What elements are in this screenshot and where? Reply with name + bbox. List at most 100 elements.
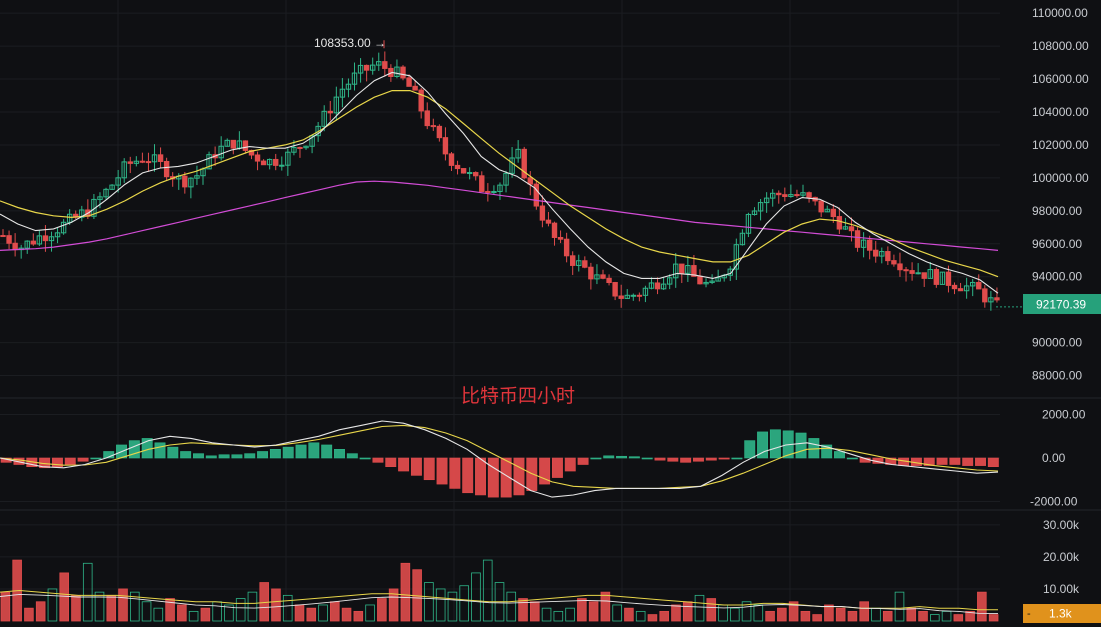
candle-body xyxy=(327,110,333,114)
candle-body xyxy=(642,287,649,296)
candle-body xyxy=(866,239,873,251)
macd-histogram-bar xyxy=(551,457,563,478)
candle-body xyxy=(242,140,249,151)
volume-bar xyxy=(400,562,411,622)
candle-body xyxy=(763,197,770,204)
candle-body xyxy=(521,148,527,179)
macd-histogram-bar xyxy=(654,457,666,461)
candle-body xyxy=(709,280,715,283)
candle-body xyxy=(739,232,746,246)
candle-body xyxy=(703,281,709,285)
macd-panel[interactable] xyxy=(0,420,999,498)
candle-body xyxy=(400,66,406,79)
volume-bar xyxy=(694,594,705,622)
candle-body xyxy=(903,269,909,272)
price-tick-label: 108000.00 xyxy=(1032,39,1089,53)
candle-body xyxy=(563,238,570,257)
volume-bar xyxy=(177,604,187,622)
volume-bar xyxy=(988,614,999,622)
candle-body xyxy=(48,236,55,242)
volume-bar xyxy=(482,559,493,622)
candle-body xyxy=(442,137,449,155)
candle-body xyxy=(503,172,509,186)
ma-mid-line xyxy=(0,90,999,278)
volume-bar xyxy=(906,607,917,622)
volume-bar xyxy=(71,594,81,622)
volume-bar xyxy=(882,610,893,622)
price-panel[interactable] xyxy=(0,40,1023,311)
candle-body xyxy=(297,146,303,149)
macd-histogram-bar xyxy=(962,457,974,466)
candle-body xyxy=(30,240,37,245)
macd-histogram-bar xyxy=(167,446,179,459)
candle-body xyxy=(260,160,267,166)
macd-histogram-bar xyxy=(257,451,269,459)
volume-panel[interactable] xyxy=(0,559,999,622)
candle-body xyxy=(782,194,788,197)
candle-body xyxy=(757,202,764,212)
candle-body xyxy=(539,205,546,221)
macd-histogram-bar xyxy=(398,457,410,472)
volume-bar xyxy=(294,604,305,622)
volume-bar xyxy=(247,591,258,622)
candle-body xyxy=(479,175,485,192)
candle-body xyxy=(339,88,346,98)
macd-histogram-bar xyxy=(51,457,63,467)
candle-body xyxy=(860,239,867,248)
macd-histogram-bar xyxy=(667,457,679,462)
volume-bar xyxy=(765,610,775,622)
macd-histogram-bar xyxy=(154,442,166,459)
volume-bar xyxy=(459,585,469,622)
macd-histogram-bar xyxy=(590,457,602,460)
volume-bar xyxy=(388,588,399,622)
volume-bar xyxy=(530,601,540,622)
macd-histogram-bar xyxy=(231,454,243,459)
volume-bar xyxy=(953,614,964,622)
macd-histogram-bar xyxy=(949,457,961,465)
macd-histogram-bar xyxy=(244,453,256,459)
candle-body xyxy=(363,64,370,71)
candle-body xyxy=(945,271,952,286)
macd-histogram-bar xyxy=(436,457,448,485)
last-price-badge: 92170.39 xyxy=(1023,294,1101,314)
macd-histogram-bar xyxy=(423,457,435,481)
macd-histogram-bar xyxy=(513,457,525,496)
candle-body xyxy=(794,194,800,197)
volume-bar xyxy=(377,598,387,622)
candle-body xyxy=(412,85,418,91)
macd-histogram-bar xyxy=(487,457,499,498)
macd-histogram-bar xyxy=(334,449,345,459)
candle-body xyxy=(369,64,376,71)
macd-histogram-bar xyxy=(385,457,397,467)
macd-histogram-bar xyxy=(77,457,89,462)
candle-body xyxy=(588,266,594,280)
volume-bar xyxy=(153,607,164,622)
candle-body xyxy=(806,192,812,198)
volume-bar xyxy=(835,607,846,622)
candle-body xyxy=(612,282,618,297)
candle-body xyxy=(273,158,279,166)
macd-histogram-bar xyxy=(321,444,333,459)
candle-body xyxy=(533,183,540,207)
volume-bar xyxy=(577,598,587,622)
candle-body xyxy=(466,172,473,175)
price-tick-label: 98000.00 xyxy=(1032,204,1082,218)
candle-body xyxy=(321,110,327,127)
candle-body xyxy=(194,175,200,179)
candle-body xyxy=(448,153,455,166)
volume-bar xyxy=(824,604,834,622)
candle-body xyxy=(351,72,358,85)
macd-histogram-bar xyxy=(475,457,486,496)
volume-bar xyxy=(553,610,564,622)
volume-bar xyxy=(894,591,905,622)
candle-body xyxy=(218,145,224,159)
macd-histogram-bar xyxy=(987,457,999,467)
candle-body xyxy=(424,110,430,127)
candle-body xyxy=(909,270,915,274)
candle-body xyxy=(788,194,794,197)
candle-body xyxy=(230,139,237,149)
candle-body xyxy=(12,242,18,251)
volume-bar xyxy=(82,562,93,622)
candle-body xyxy=(679,263,685,274)
macd-histogram-bar xyxy=(975,457,986,466)
